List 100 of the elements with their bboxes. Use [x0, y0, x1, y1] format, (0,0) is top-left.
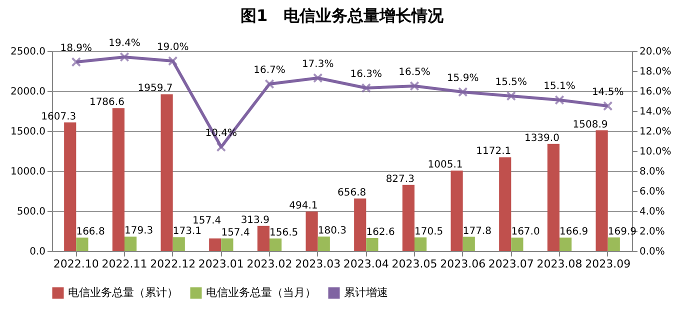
- bar: [76, 238, 88, 251]
- bar: [221, 238, 234, 251]
- y-tick-label: 1500.0: [10, 126, 46, 138]
- data-label: 16.3%: [350, 69, 382, 80]
- y2-tick-label: 14.0%: [640, 106, 672, 118]
- data-label: 166.9: [560, 226, 588, 238]
- data-label: 173.1: [172, 226, 202, 238]
- y-tick-label: 2000.0: [10, 86, 46, 98]
- data-label: 494.1: [289, 200, 318, 212]
- point: [554, 95, 564, 105]
- y2-tick-label: 20.0%: [640, 46, 672, 58]
- point: [361, 83, 372, 93]
- x-tick-label: 2022.10: [53, 258, 99, 270]
- point: [71, 57, 82, 67]
- data-label: 827.3: [386, 174, 414, 185]
- y2-tick-label: 0.0%: [640, 246, 665, 258]
- bar: [112, 108, 124, 251]
- data-label: 179.3: [124, 226, 154, 237]
- data-label: 1508.9: [572, 119, 608, 130]
- y-tick-label: 2500.0: [10, 46, 46, 58]
- bar: [64, 122, 76, 251]
- point: [120, 52, 130, 62]
- data-label: 15.9%: [446, 73, 479, 84]
- bar: [511, 238, 524, 251]
- bar: [596, 130, 608, 251]
- x-tick-label: 2022.12: [150, 258, 196, 270]
- x-tick-label: 2023.08: [536, 258, 582, 270]
- bar: [318, 236, 330, 251]
- x-tick-label: 2023.05: [392, 258, 438, 270]
- data-label: 180.3: [318, 226, 347, 237]
- bar: [414, 237, 427, 251]
- bar: [257, 226, 270, 251]
- point: [312, 73, 323, 83]
- x-tick-label: 2023.01: [198, 258, 244, 270]
- y-tick-label: 0.0: [30, 246, 46, 258]
- point: [410, 81, 420, 91]
- data-label: 1786.6: [89, 97, 124, 108]
- y-tick-label: 1000.0: [10, 166, 46, 178]
- data-label: 656.8: [337, 187, 366, 198]
- y-tick-label: 500.0: [16, 206, 46, 218]
- bar: [547, 144, 560, 251]
- point: [216, 142, 226, 152]
- bar: [209, 238, 222, 251]
- data-label: 14.5%: [592, 87, 624, 98]
- data-label: 17.3%: [302, 59, 334, 70]
- data-label: 177.8: [462, 226, 492, 237]
- x-tick-label: 2023.06: [440, 258, 486, 270]
- y2-tick-label: 18.0%: [640, 66, 672, 78]
- data-label: 19.4%: [108, 38, 140, 49]
- bar: [354, 198, 366, 251]
- bar: [608, 237, 620, 251]
- data-label: 170.5: [414, 226, 444, 238]
- data-label: 18.9%: [60, 43, 92, 54]
- point: [458, 87, 468, 97]
- point: [602, 101, 613, 111]
- data-label: 1005.1: [428, 160, 463, 171]
- data-label: 1959.7: [138, 83, 173, 94]
- y2-tick-label: 16.0%: [640, 86, 672, 98]
- legend-label: 电信业务总量（当月）: [206, 286, 316, 299]
- data-label: 16.7%: [254, 65, 286, 76]
- x-tick-label: 2023.02: [246, 258, 292, 270]
- data-label: 157.4: [221, 227, 250, 238]
- bar: [124, 236, 137, 251]
- data-label: 313.9: [240, 214, 270, 226]
- bar: [450, 170, 463, 251]
- data-label: 16.5%: [398, 67, 430, 78]
- data-label: 1339.0: [524, 132, 560, 144]
- y2-tick-label: 10.0%: [640, 146, 672, 158]
- data-label: 167.0: [511, 226, 540, 238]
- bar: [366, 238, 378, 251]
- chart-title: 图1 电信业务总量增长情况: [240, 6, 445, 25]
- x-tick-label: 2023.03: [295, 258, 341, 270]
- data-label: 166.8: [76, 226, 105, 238]
- data-label: 162.6: [366, 226, 395, 238]
- legend-label: 电信业务总量（累计）: [68, 286, 178, 299]
- data-label: 156.5: [270, 227, 298, 238]
- bar: [306, 211, 318, 251]
- bar: [160, 94, 173, 251]
- bar: [560, 238, 572, 251]
- legend-label: 累计增速: [344, 286, 388, 299]
- data-label: 157.4: [192, 215, 222, 226]
- point: [264, 79, 274, 89]
- data-label: 1172.1: [476, 146, 512, 158]
- data-label: 169.9: [608, 226, 637, 238]
- bar: [402, 184, 414, 251]
- bar: [462, 236, 475, 251]
- point: [168, 56, 178, 66]
- bar: [172, 237, 185, 251]
- x-tick-label: 2023.04: [343, 258, 389, 270]
- data-label: 15.5%: [495, 77, 528, 88]
- point: [506, 91, 516, 101]
- bar: [270, 238, 282, 251]
- bar: [499, 157, 512, 251]
- y2-tick-label: 4.0%: [640, 206, 665, 218]
- x-tick-label: 2023.07: [488, 258, 534, 270]
- x-tick-label: 2022.11: [102, 258, 148, 270]
- x-tick-label: 2023.09: [585, 258, 631, 270]
- y2-tick-label: 2.0%: [640, 226, 665, 238]
- y2-tick-label: 12.0%: [640, 126, 672, 138]
- data-label: 15.1%: [544, 81, 576, 92]
